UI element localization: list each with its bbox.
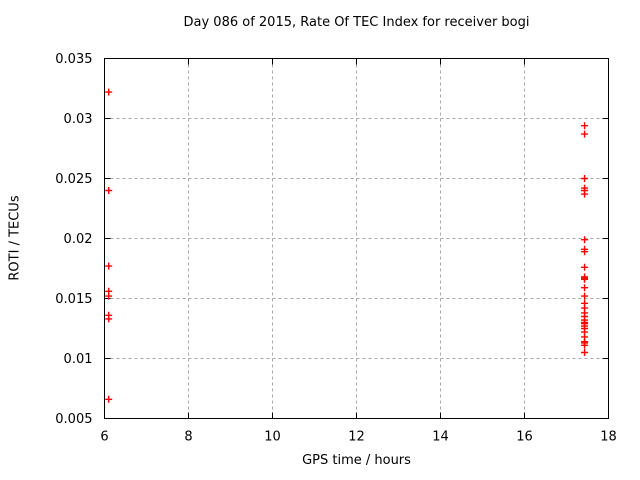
y-tick-label: 0.025 [55,172,92,187]
y-tick-label: 0.015 [55,292,92,307]
x-tick-label: 10 [264,430,281,445]
y-tick-label: 0.02 [64,232,93,247]
data-point [581,190,589,198]
y-tick-label: 0.03 [64,112,93,127]
x-tick-label: 14 [432,430,449,445]
data-point [581,284,589,292]
data-point [581,341,589,349]
x-tick-label: 12 [348,430,365,445]
data-point [581,263,589,271]
x-tick-label: 16 [516,430,533,445]
data-point [105,187,113,194]
data-point [581,349,589,356]
data-point [105,262,113,270]
x-tick-label: 8 [184,430,192,445]
data-point [105,88,113,96]
y-tick-label: 0.005 [55,412,92,427]
x-tick-label: 18 [600,430,617,445]
data-point [581,292,589,300]
data-point [581,275,589,283]
x-axis-label: GPS time / hours [302,453,411,468]
data-point [105,292,113,300]
x-tick-label: 6 [100,430,108,445]
y-tick-label: 0.035 [55,52,92,67]
y-tick-label: 0.01 [64,352,93,367]
data-point [581,122,589,130]
data-point [581,175,589,182]
data-point [581,130,589,138]
data-point [581,236,589,244]
data-point [105,315,113,323]
data-point [581,248,589,256]
chart-title: Day 086 of 2015, Rate Of TEC Index for r… [183,15,530,30]
data-point [105,395,113,403]
